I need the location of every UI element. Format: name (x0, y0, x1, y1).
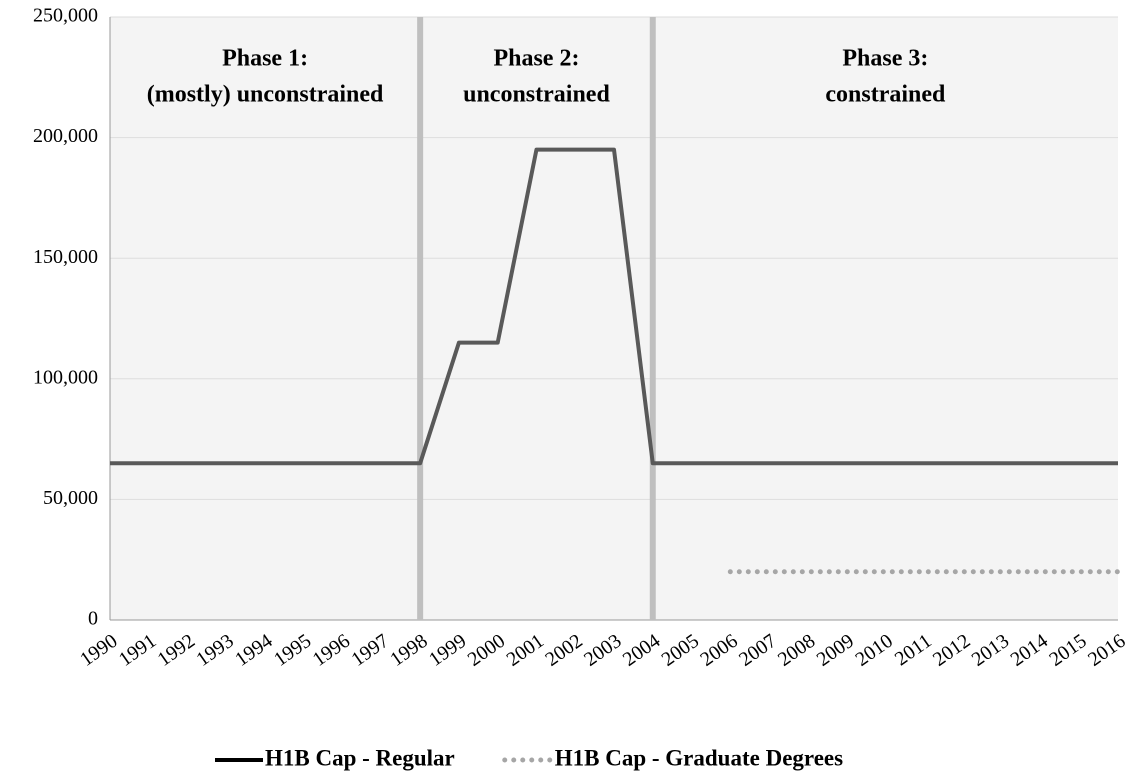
x-tick-label: 1990 (76, 630, 121, 671)
y-tick-label: 200,000 (33, 125, 98, 147)
x-tick-label: 2013 (968, 630, 1013, 671)
x-tick-label: 2009 (813, 630, 858, 671)
y-tick-label: 100,000 (33, 366, 98, 388)
x-tick-label: 1993 (192, 630, 237, 671)
x-tick-label: 2015 (1045, 630, 1090, 671)
x-tick-label: 2010 (852, 630, 897, 671)
x-tick-label: 2003 (580, 630, 625, 671)
phase-subtitle: unconstrained (463, 82, 610, 108)
x-tick-label: 1991 (115, 630, 160, 671)
x-tick-label: 2007 (735, 630, 780, 671)
y-tick-label: 150,000 (33, 246, 98, 268)
legend: H1B Cap - Regular H1B Cap - Graduate Degr… (215, 745, 843, 770)
phase-title: Phase 1: (222, 46, 308, 72)
x-tick-label: 1997 (348, 630, 393, 671)
x-tick-label: 2011 (891, 630, 936, 671)
phase-title: Phase 2: (493, 46, 579, 72)
x-tick-label: 1994 (231, 630, 276, 671)
x-tick-label: 1996 (309, 630, 354, 671)
x-tick-label: 2006 (696, 630, 741, 671)
x-tick-label: 2008 (774, 630, 819, 671)
y-tick-label: 50,000 (43, 487, 98, 509)
phase-title: Phase 3: (842, 46, 928, 72)
x-tick-label: 1999 (425, 630, 470, 671)
legend-label: H1B Cap - Graduate Degrees (555, 745, 843, 770)
phase-subtitle: constrained (825, 82, 946, 108)
x-tick-label: 2004 (619, 630, 664, 671)
y-tick-label: 0 (88, 608, 98, 630)
x-tick-label: 1998 (386, 630, 431, 671)
phase-subtitle: (mostly) unconstrained (147, 82, 384, 108)
x-tick-label: 2005 (658, 630, 703, 671)
x-tick-label: 1995 (270, 630, 315, 671)
x-tick-label: 2014 (1007, 630, 1052, 671)
legend-label: H1B Cap - Regular (265, 745, 455, 770)
series-line (110, 147, 1118, 466)
x-tick-label: 2012 (929, 630, 974, 671)
x-tick-label: 2016 (1084, 630, 1126, 671)
x-tick-label: 1992 (154, 630, 199, 671)
x-tick-label: 2000 (464, 630, 509, 671)
x-tick-label: 2001 (503, 630, 548, 671)
plot-area (110, 17, 1118, 620)
y-tick-label: 250,000 (33, 5, 98, 27)
x-tick-label: 2002 (541, 630, 586, 671)
